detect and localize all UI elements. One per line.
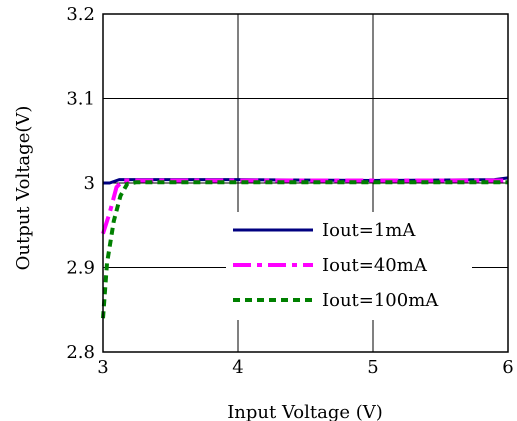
x-tick-labels: 3 4 5 6 [97,357,513,378]
series-line-3 [101,180,508,319]
plot-area-frame [102,13,509,353]
x-tick-label: 5 [367,357,378,378]
y-tick-label: 2.9 [66,258,95,279]
y-axis-label: Output Voltage(V) [13,106,34,271]
legend: Iout=1mA Iout=40mA Iout=100mA [233,220,439,311]
y-tick-label: 3.2 [66,4,95,25]
x-tick-label: 3 [97,357,108,378]
legend-label-2: Iout=40mA [322,255,428,276]
x-tick-label: 6 [502,357,513,378]
x-tick-label: 4 [232,357,243,378]
y-tick-label: 2.8 [66,342,95,363]
y-tick-labels: 2.8 2.9 3 3.1 3.2 [66,4,95,363]
y-tick-label: 3.1 [66,89,95,110]
chart-series [101,176,509,319]
legend-label-1: Iout=1mA [322,220,416,241]
legend-label-3: Iout=100mA [322,290,439,311]
y-tick-label: 3 [84,173,95,194]
x-axis-label: Input Voltage (V) [227,402,383,421]
